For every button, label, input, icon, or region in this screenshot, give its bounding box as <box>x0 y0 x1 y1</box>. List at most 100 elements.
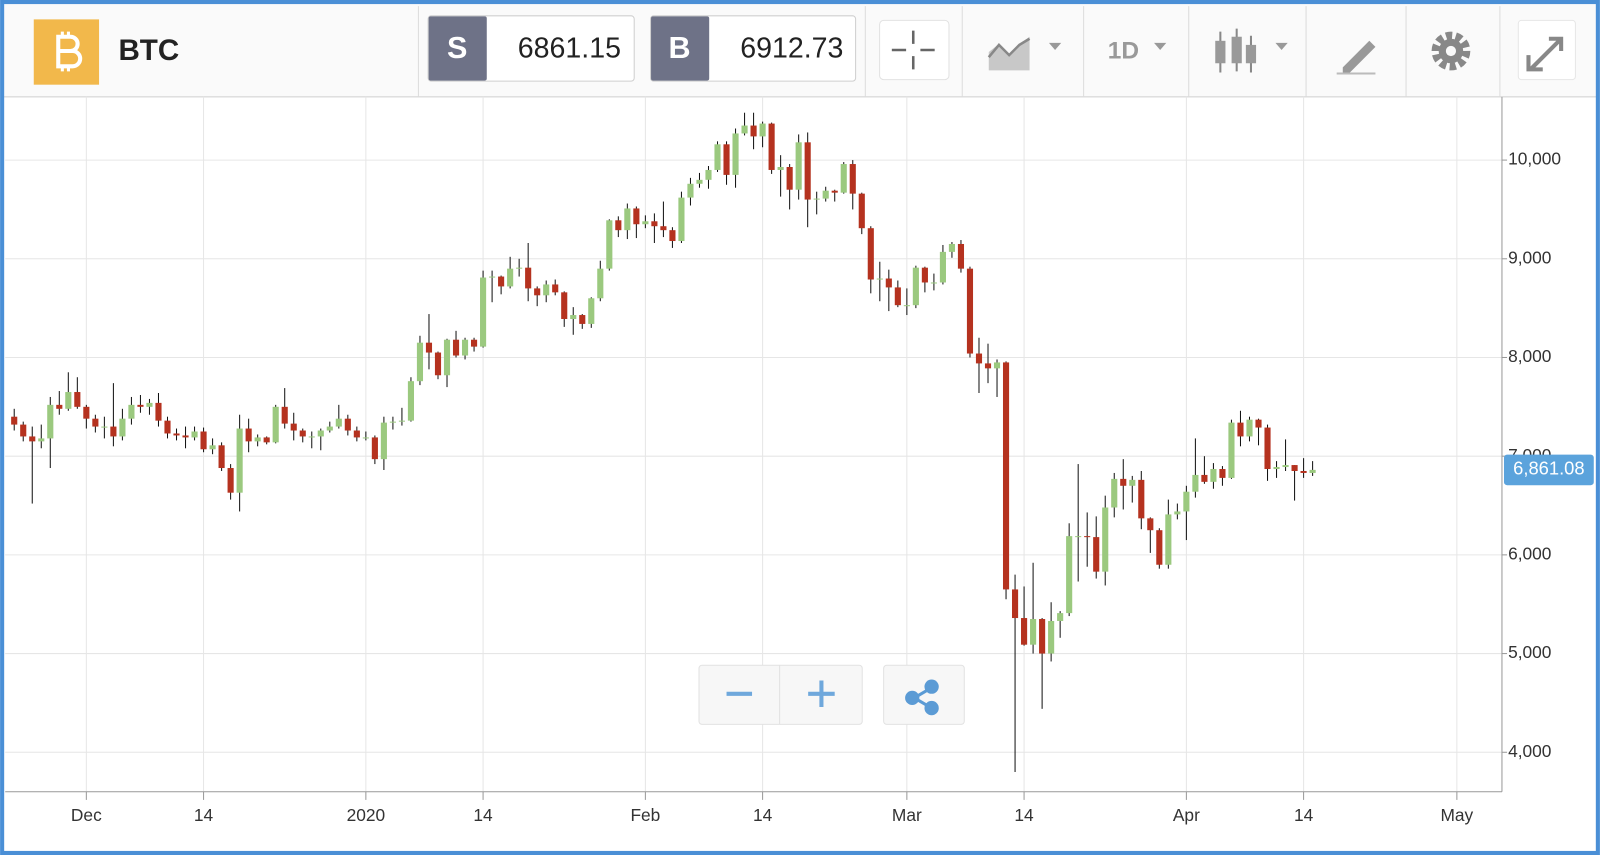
candle-body <box>876 278 883 280</box>
candle-body <box>705 169 712 180</box>
last-price-tag <box>1503 454 1594 486</box>
candle-body <box>236 428 243 493</box>
candle-body <box>759 123 766 137</box>
candle-body <box>308 436 315 438</box>
gear-teeth[interactable] <box>1431 31 1471 71</box>
candle-body <box>624 208 631 231</box>
candle-body <box>47 404 54 439</box>
candle-body <box>1273 467 1280 470</box>
interval[interactable]: 1D <box>1108 38 1139 65</box>
buy-price[interactable]: 6912.73 <box>740 33 843 65</box>
caret[interactable] <box>1154 42 1167 50</box>
candle-body <box>461 339 469 356</box>
candle-body <box>335 418 342 427</box>
expand-icon[interactable] <box>1526 36 1564 72</box>
crosshair-button[interactable] <box>879 19 950 81</box>
candle-body <box>92 418 99 427</box>
candle-body <box>804 142 811 200</box>
candle-body <box>128 404 135 419</box>
candle-body <box>543 284 550 296</box>
candle-body <box>416 342 424 382</box>
buy-tag[interactable] <box>651 16 710 81</box>
candle-body <box>389 421 396 423</box>
candle-body <box>380 422 387 460</box>
candle-body <box>723 144 730 175</box>
candle-body <box>74 392 81 407</box>
caret[interactable] <box>1048 42 1062 50</box>
candle-body <box>425 342 433 353</box>
share-node[interactable] <box>924 700 939 716</box>
candle-body <box>741 125 748 134</box>
share-node[interactable] <box>905 690 920 706</box>
candle-body <box>56 404 63 409</box>
candle-body <box>678 197 685 242</box>
x-tick-label: Apr <box>1173 805 1200 825</box>
x-tick-label: 14 <box>1294 805 1314 825</box>
zoom-in[interactable] <box>808 680 835 708</box>
candle-body <box>669 230 676 242</box>
settings-button[interactable] <box>1431 31 1471 71</box>
y-tick-label: 6,000 <box>1508 543 1551 563</box>
x-tick-label: 14 <box>753 805 773 825</box>
share-bg[interactable] <box>883 664 965 725</box>
candle-body <box>660 226 667 231</box>
candle-body <box>1084 536 1091 538</box>
candle-body <box>903 305 910 307</box>
share-node[interactable] <box>924 679 939 694</box>
candle-body <box>1021 618 1028 645</box>
candle-body <box>353 430 360 438</box>
candle-icon[interactable] <box>1215 40 1226 64</box>
candle-body <box>1309 469 1316 473</box>
candle-body <box>20 424 27 437</box>
caret[interactable] <box>1275 42 1288 50</box>
symbol-icon <box>33 19 100 85</box>
candle-body <box>164 420 171 434</box>
sell-button[interactable]: S 6861.15 <box>427 15 635 82</box>
candle-body <box>1174 511 1181 515</box>
candle-body <box>281 406 288 424</box>
buy-button[interactable]: B 6912.73 <box>650 15 857 82</box>
candle-body <box>777 167 784 170</box>
candle-body <box>299 430 306 437</box>
candle-body <box>1165 514 1172 565</box>
sell-label[interactable]: S <box>447 31 467 65</box>
candle-body <box>957 243 965 269</box>
y-tick-label: 8,000 <box>1508 346 1551 366</box>
zoom-controls <box>698 664 863 725</box>
candle-body <box>642 221 649 225</box>
candle-body <box>101 426 108 428</box>
interval-button[interactable]: 1D <box>1108 38 1167 65</box>
share-button[interactable] <box>883 664 965 725</box>
candle-type-button[interactable] <box>1215 28 1288 73</box>
crosshair-icon[interactable] <box>891 30 935 70</box>
candle-body <box>840 164 847 193</box>
chart-type-button[interactable] <box>987 36 1062 71</box>
candle-body <box>633 208 640 225</box>
draw-button[interactable] <box>1336 40 1376 75</box>
sell-tag[interactable] <box>428 16 487 81</box>
candle-body <box>885 278 892 288</box>
candle-icon[interactable] <box>1245 44 1257 64</box>
fullscreen-button[interactable] <box>1517 19 1576 81</box>
candle-body <box>362 437 369 439</box>
buy-label[interactable]: B <box>669 31 691 65</box>
line-icon[interactable] <box>987 37 1031 58</box>
symbol: BTC <box>118 34 179 67</box>
candle-body <box>1183 491 1190 512</box>
sell-price[interactable]: 6861.15 <box>518 33 621 65</box>
candle-body <box>822 190 829 199</box>
x-tick-label: Dec <box>71 805 102 825</box>
candle-body <box>200 431 207 450</box>
plot-area: Dec 14 2020 14 Feb 14 Mar 14 Apr 14 May 4,000 5,000 6… <box>5 96 1594 825</box>
button-bg[interactable] <box>879 19 950 81</box>
gear-hole[interactable] <box>1445 45 1457 57</box>
candle-body <box>1282 465 1289 468</box>
candle-icon[interactable] <box>1231 36 1242 64</box>
candle-body <box>894 287 901 306</box>
candle-body <box>615 220 622 231</box>
candle-body <box>263 437 270 443</box>
candle-body <box>317 430 324 437</box>
pen-icon[interactable] <box>1342 40 1376 74</box>
